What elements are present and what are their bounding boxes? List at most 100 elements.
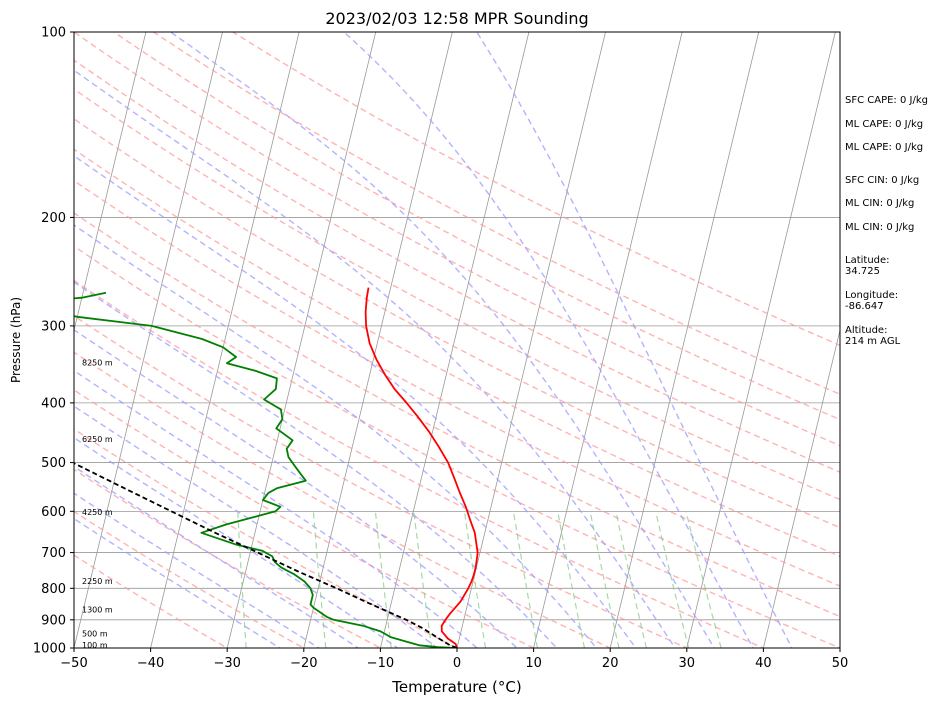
parcel-line <box>74 462 458 648</box>
mixing-ratio-line <box>685 511 722 648</box>
dry-adiabat-line <box>74 279 766 648</box>
x-axis-label: Temperature (°C) <box>391 678 521 696</box>
moist-adiabat-line <box>74 436 399 648</box>
y-tick-label: 400 <box>41 396 66 411</box>
height-label: 4250 m <box>82 508 113 517</box>
dry-adiabat-line <box>74 59 840 473</box>
ml-cin-text: ML CIN: 0 J/kg <box>845 198 915 209</box>
mixing-ratio-line <box>655 511 690 648</box>
temperature-line <box>364 287 479 648</box>
isotherm-line <box>456 32 606 648</box>
moist-adiabat-line <box>342 32 754 648</box>
height-label: 2250 m <box>82 577 113 586</box>
dry-adiabat-line <box>153 32 840 395</box>
y-tick-label: 200 <box>41 211 66 226</box>
sfc-cin-text: SFC CIN: 0 J/kg <box>845 175 920 186</box>
y-axis-label: Pressure (hPa) <box>9 297 23 383</box>
dry-adiabat-line <box>74 510 306 648</box>
mixing-ratio-line <box>463 511 487 648</box>
moist-adiabat-line <box>74 224 598 648</box>
y-tick-label: 700 <box>41 546 66 561</box>
moist-adiabat-line <box>74 517 282 648</box>
mixing-ratio-line <box>512 511 539 648</box>
moist-adiabat-line <box>74 405 439 648</box>
mixing-ratio-line <box>374 511 392 648</box>
x-tick-label: 50 <box>832 656 849 671</box>
isotherm-line <box>74 32 223 648</box>
moist-adiabat-line <box>475 32 793 648</box>
dewpoint-line <box>74 291 458 648</box>
dry-adiabat-line <box>74 245 840 648</box>
isotherm-line <box>380 32 530 648</box>
dry-adiabat-line <box>74 351 612 648</box>
x-tick-label: −20 <box>290 656 317 671</box>
isotherm-line <box>533 32 683 648</box>
latitude-text: Latitude: 34.725 <box>845 255 890 277</box>
y-tick-label: 300 <box>41 319 66 334</box>
mixing-ratio-line <box>589 511 620 648</box>
isotherm-line <box>609 32 760 648</box>
background-grid <box>74 32 840 648</box>
moist-adiabat-line <box>74 492 321 648</box>
y-tick-label: 800 <box>41 582 66 597</box>
height-label: 6250 m <box>82 435 113 444</box>
ml-cape-text: ML CAPE: 0 J/kg <box>845 119 924 130</box>
x-tick-label: 10 <box>525 656 542 671</box>
x-tick-label: 0 <box>453 656 461 671</box>
height-label: 100 m <box>82 641 108 650</box>
dry-adiabat-line <box>74 468 382 648</box>
moist-adiabat-line <box>169 32 716 648</box>
altitude-text: Altitude: 214 m AGL <box>845 325 901 347</box>
moist-adiabat-line <box>74 154 637 648</box>
moist-adiabat-line <box>74 329 518 648</box>
moist-adiabat-line <box>74 281 558 648</box>
dry-adiabat-line <box>74 88 840 501</box>
x-tick-label: −40 <box>137 656 164 671</box>
isotherm-line <box>763 328 840 648</box>
x-tick-label: −10 <box>367 656 394 671</box>
mixing-ratio-line <box>557 511 586 648</box>
profile-series <box>74 287 479 648</box>
longitude-text: Longitude: -86.647 <box>845 290 899 312</box>
isotherm-line <box>226 32 377 648</box>
dry-adiabat-line <box>74 32 840 447</box>
height-label: 8250 m <box>82 359 113 368</box>
x-tick-label: 30 <box>679 656 696 671</box>
dry-adiabat-line <box>113 32 840 421</box>
x-tick-label: −30 <box>213 656 240 671</box>
mixing-ratio-line <box>413 511 433 648</box>
dry-adiabat-line <box>74 212 840 618</box>
ml-cin-text-2: ML CIN: 0 J/kg <box>845 222 915 233</box>
dry-adiabat-line <box>232 32 840 347</box>
plot-frame <box>73 31 841 649</box>
y-tick-label: 600 <box>41 505 66 520</box>
mixing-ratio-line <box>237 511 247 648</box>
mixing-ratio-line <box>615 511 647 648</box>
height-label: 500 m <box>82 630 108 639</box>
moist-adiabat-line <box>74 69 676 648</box>
chart-title: 2023/02/03 12:58 MPR Sounding <box>325 9 588 28</box>
ml-cape-text-2: ML CAPE: 0 J/kg <box>845 142 924 153</box>
dry-adiabat-line <box>74 179 840 587</box>
dry-adiabat-line <box>74 554 229 648</box>
dry-adiabat-line <box>74 315 689 648</box>
sfc-cape-text: SFC CAPE: 0 J/kg <box>845 95 928 106</box>
mixing-ratio-line <box>312 511 327 648</box>
moist-adiabat-line <box>74 369 479 648</box>
dry-adiabat-line <box>74 118 840 529</box>
y-tick-label: 100 <box>41 26 66 41</box>
y-tick-label: 500 <box>41 456 66 471</box>
x-tick-label: 40 <box>755 656 772 671</box>
y-tick-label: 1000 <box>33 642 66 657</box>
x-tick-label: 20 <box>602 656 619 671</box>
dry-adiabat-line <box>74 389 536 648</box>
height-label: 1300 m <box>82 606 113 615</box>
x-tick-label: −50 <box>60 656 87 671</box>
dry-adiabat-line <box>74 428 459 648</box>
height-labels: 100 m 500 m 1300 m 2250 m 4250 m 6250 m 8250 m <box>82 359 113 650</box>
moist-adiabat-line <box>74 465 360 648</box>
y-tick-label: 900 <box>41 613 66 628</box>
isotherm-line <box>686 32 836 648</box>
